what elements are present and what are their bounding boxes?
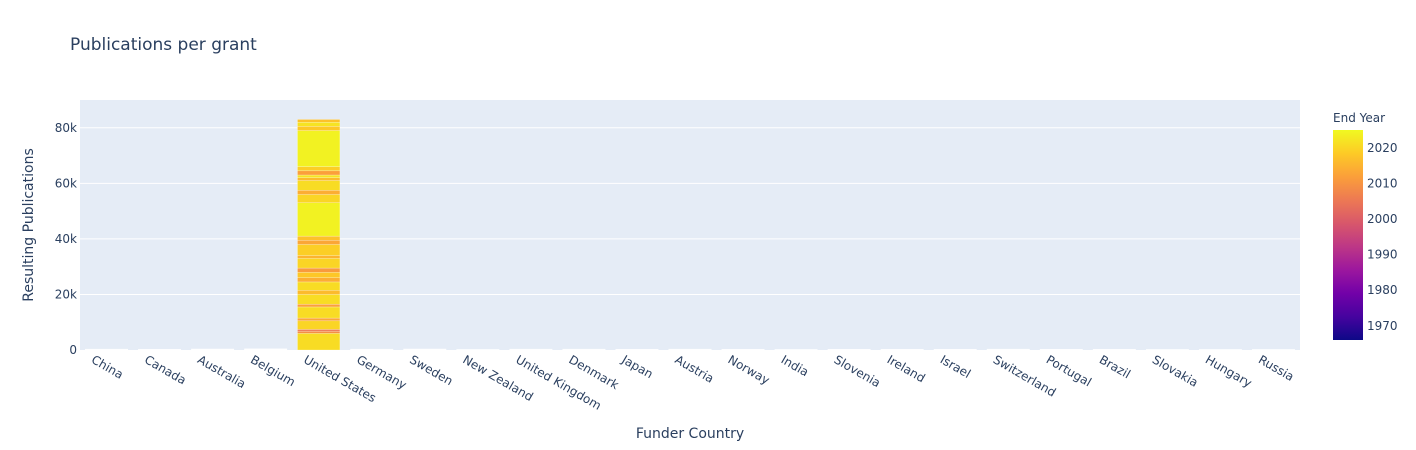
- colorbar-tick-label: 1980: [1367, 283, 1398, 297]
- x-tick-label: China: [89, 352, 126, 381]
- bar: [244, 348, 288, 351]
- bar: [986, 348, 1030, 351]
- bar: [85, 348, 128, 351]
- x-tick-label: Sweden: [407, 352, 455, 388]
- x-tick-label: Canada: [142, 352, 189, 387]
- colorbar-title: End Year: [1333, 111, 1385, 125]
- bar-united-states: [297, 119, 341, 351]
- x-tick-label: Israel: [938, 352, 973, 381]
- colorbar: End Year 1970 1980 1990 2000 2010 2020: [1333, 111, 1398, 340]
- bar: [774, 349, 818, 351]
- y-axis-title: Resulting Publications: [21, 148, 37, 301]
- bar-segment: [297, 174, 341, 178]
- bar-segment: [297, 235, 341, 241]
- bars: [85, 119, 1295, 351]
- bar: [138, 349, 182, 351]
- bar-segment: [297, 122, 341, 127]
- plot-area: [80, 100, 1300, 350]
- colorbar-tick-label: 2020: [1367, 141, 1398, 155]
- x-tick-label: Australia: [195, 352, 248, 391]
- bar: [933, 349, 977, 351]
- bar-segment: [297, 244, 341, 256]
- y-axis-ticks: 0 20k 40k 60k 80k: [55, 121, 77, 357]
- y-tick-label: 80k: [55, 121, 77, 135]
- bar: [403, 348, 447, 351]
- bar-segment: [297, 281, 341, 291]
- bar: [827, 349, 871, 351]
- bar: [1039, 349, 1083, 351]
- bar: [350, 348, 394, 351]
- bar-segment: [297, 240, 341, 245]
- colorbar-tick-label: 2010: [1367, 176, 1398, 190]
- colorbar-tick-label: 1990: [1367, 248, 1398, 262]
- bar-segment: [297, 119, 341, 123]
- bar-segment: [297, 190, 341, 195]
- chart-title: Publications per grant: [70, 35, 257, 55]
- bar-segment: [297, 306, 341, 319]
- bar-segment: [297, 320, 341, 330]
- bar: [615, 349, 659, 351]
- x-tick-label: Slovenia: [832, 352, 883, 390]
- x-tick-label: Ireland: [885, 352, 928, 385]
- bar-segment: [297, 272, 341, 278]
- x-tick-label: Austria: [673, 352, 717, 385]
- bar-segment: [297, 194, 341, 203]
- x-tick-label: Norway: [726, 352, 772, 387]
- bar-segment: [297, 177, 341, 181]
- y-tick-label: 40k: [55, 232, 77, 246]
- x-tick-label: Russia: [1256, 352, 1296, 383]
- x-tick-label: India: [779, 352, 812, 379]
- y-tick-label: 20k: [55, 287, 77, 301]
- bar-segment: [297, 267, 341, 273]
- bar-segment: [297, 277, 341, 283]
- x-tick-label: Hungary: [1203, 352, 1254, 390]
- colorbar-tick-label: 2000: [1367, 212, 1398, 226]
- bar-segment: [297, 130, 341, 167]
- bar-segment: [297, 330, 341, 334]
- bar-segment: [297, 166, 341, 172]
- x-tick-label: Japan: [619, 352, 656, 381]
- bar-segment: [297, 290, 341, 295]
- bar: [456, 349, 500, 351]
- bar: [1252, 349, 1295, 351]
- bar: [562, 348, 606, 351]
- y-tick-label: 60k: [55, 176, 77, 190]
- gridlines: [80, 127, 1300, 295]
- bar-segment: [297, 333, 341, 351]
- y-tick-label: 0: [69, 343, 77, 357]
- bar: [191, 348, 235, 351]
- bar: [509, 348, 553, 351]
- x-axis-ticks: China Canada Australia Belgium United States…: [89, 352, 1296, 413]
- x-axis-title: Funder Country: [636, 426, 744, 442]
- bar-segment: [297, 180, 341, 191]
- bar-segment: [297, 303, 341, 308]
- bar-segment: [297, 294, 341, 305]
- bar-segment: [297, 202, 341, 237]
- colorbar-gradient: [1333, 130, 1363, 340]
- x-tick-label: Belgium: [248, 352, 298, 389]
- bar: [721, 349, 765, 351]
- bar-segment: [297, 329, 341, 332]
- bar: [1092, 349, 1136, 351]
- colorbar-ticks: 1970 1980 1990 2000 2010 2020: [1367, 141, 1398, 333]
- bar-segment: [297, 170, 341, 176]
- x-tick-label: Slovakia: [1150, 352, 1201, 389]
- bar: [1145, 349, 1189, 351]
- bar-segment: [297, 258, 341, 269]
- colorbar-tick-label: 1970: [1367, 319, 1398, 333]
- x-tick-label: Brazil: [1097, 352, 1133, 381]
- bar: [668, 348, 712, 351]
- bar-segment: [297, 126, 341, 131]
- bar-segment: [297, 255, 341, 259]
- bar: [880, 349, 924, 351]
- bar: [1198, 349, 1242, 351]
- bar-segment: [297, 317, 341, 322]
